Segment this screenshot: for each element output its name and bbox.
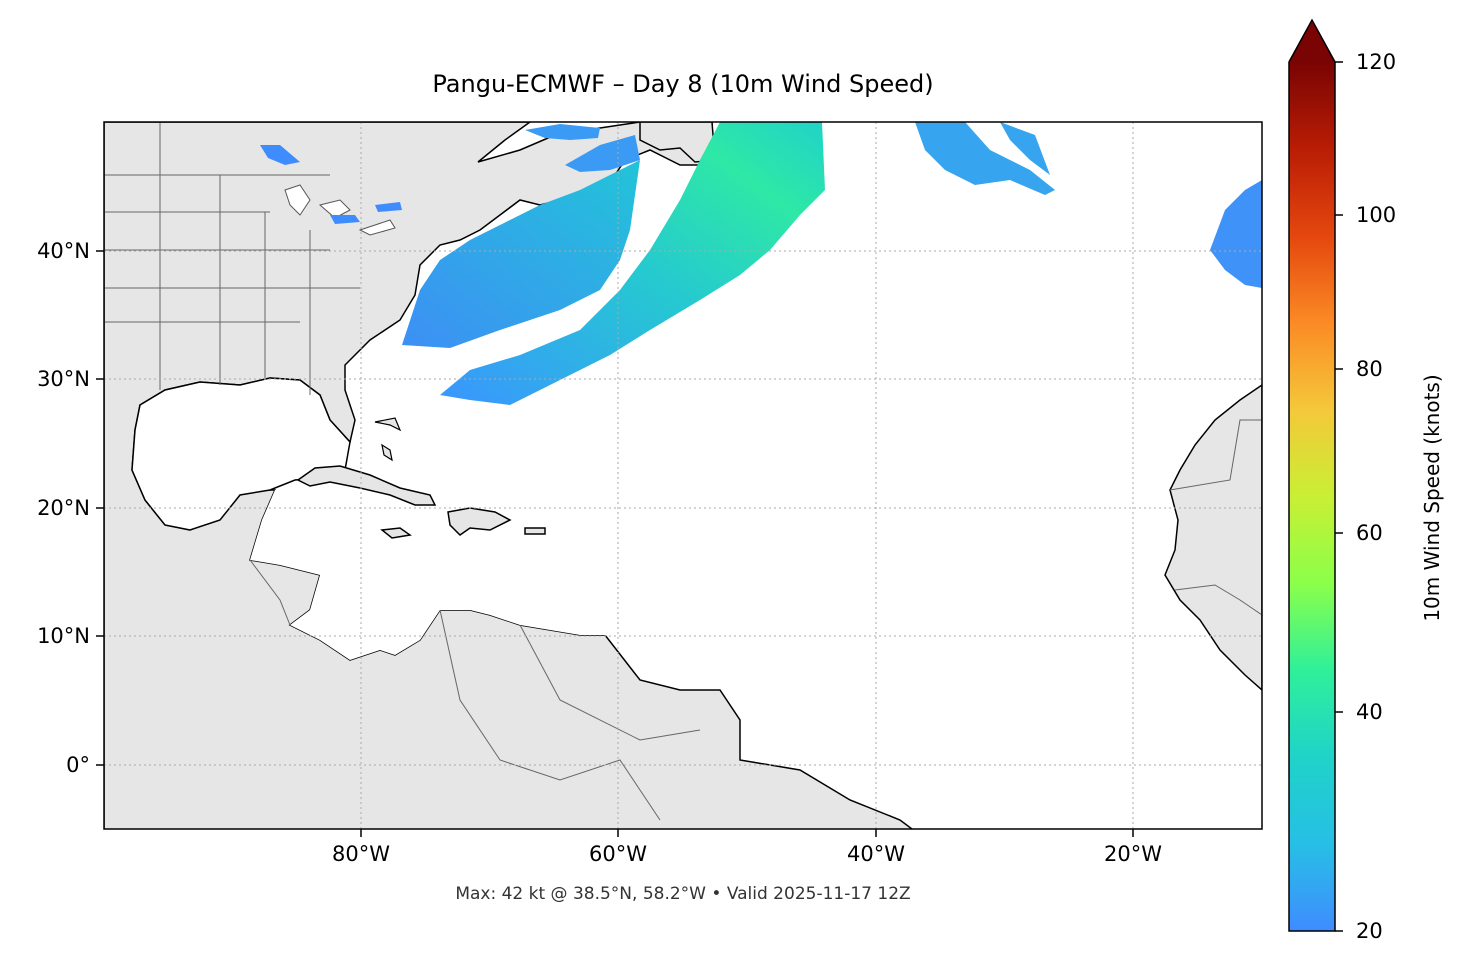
wind-swath-labrador [525, 124, 640, 172]
colorbar-extend-arrow [1289, 20, 1335, 62]
lat-tick-label: 40°N [37, 239, 90, 263]
colorbar-tick-label: 120 [1356, 50, 1397, 74]
lon-tick-label: 20°W [1104, 842, 1162, 866]
colorbar-tick-label: 20 [1356, 919, 1383, 943]
hispaniola [447, 507, 512, 536]
wind-spot-canada [260, 145, 402, 224]
colorbar-label: 10m Wind Speed (knots) [1420, 374, 1444, 622]
lat-tick-label: 0° [66, 753, 90, 777]
colorbar [1288, 18, 1343, 932]
newfoundland-land [639, 122, 716, 163]
gridlines [104, 122, 1262, 829]
colorbar-tick-label: 60 [1356, 521, 1383, 545]
plot-frame [103, 121, 1263, 830]
map-title: Pangu-ECMWF – Day 8 (10m Wind Speed) [432, 70, 934, 98]
colorbar-tick-label: 80 [1356, 357, 1383, 381]
cuba [296, 465, 437, 506]
colorbar-tick-label: 40 [1356, 700, 1383, 724]
lon-tick-label: 60°W [589, 842, 647, 866]
great-lakes [284, 184, 396, 236]
lon-tick-label: 80°W [332, 842, 390, 866]
bahamas [374, 417, 402, 462]
lon-tick-label: 40°W [847, 842, 905, 866]
wind-swath-northeast [915, 122, 1055, 195]
internal-borders [104, 122, 1262, 821]
wind-swath-east [1210, 180, 1262, 288]
map-footer-info: Max: 42 kt @ 38.5°N, 58.2°W • Valid 2025… [455, 884, 911, 904]
africa-land [1164, 384, 1262, 692]
wind-swath-west [402, 160, 640, 348]
lat-tick-label: 10°N [37, 624, 90, 648]
colorbar-gradient [1289, 62, 1335, 931]
caribbean-sea [250, 470, 650, 660]
jamaica [380, 527, 412, 539]
colorbar-outline [1288, 18, 1336, 932]
lat-tick-label: 30°N [37, 367, 90, 391]
puerto-rico [524, 527, 546, 535]
wind-swath-main [440, 122, 825, 405]
colorbar-tick-label: 100 [1356, 203, 1397, 227]
lat-tick-label: 20°N [37, 496, 90, 520]
